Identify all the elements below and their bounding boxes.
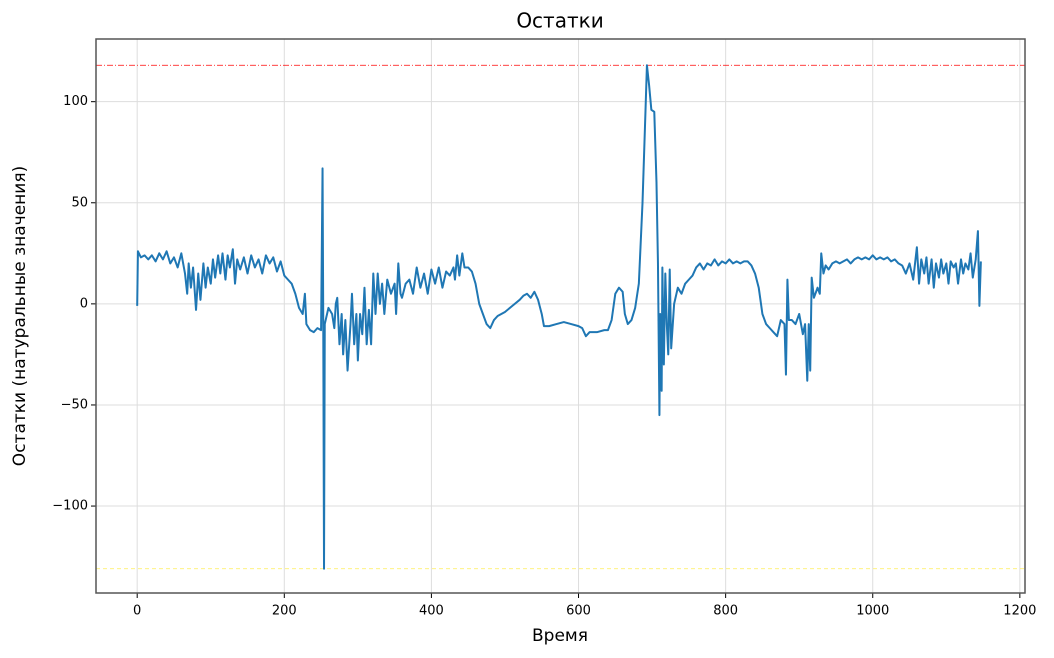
y-tick-label: 0	[80, 296, 88, 311]
y-axis-label: Остатки (натуральные значения)	[10, 166, 30, 466]
x-tick-label: 800	[713, 604, 738, 619]
y-tick-label: 50	[71, 195, 88, 210]
x-tick-label: 0	[133, 604, 141, 619]
x-tick-label: 1200	[1003, 604, 1036, 619]
chart-title: Остатки	[516, 9, 603, 33]
x-axis-label: Время	[532, 626, 588, 646]
x-tick-label: 1000	[856, 604, 889, 619]
y-tick-label: −100	[52, 499, 88, 514]
x-tick-label: 400	[419, 604, 444, 619]
plot-frame	[95, 38, 1026, 594]
x-tick-label: 600	[566, 604, 591, 619]
y-tick-label: 100	[63, 94, 88, 109]
x-tick-label: 200	[272, 604, 297, 619]
y-tick-label: −50	[61, 397, 88, 412]
data-line	[136, 64, 982, 570]
